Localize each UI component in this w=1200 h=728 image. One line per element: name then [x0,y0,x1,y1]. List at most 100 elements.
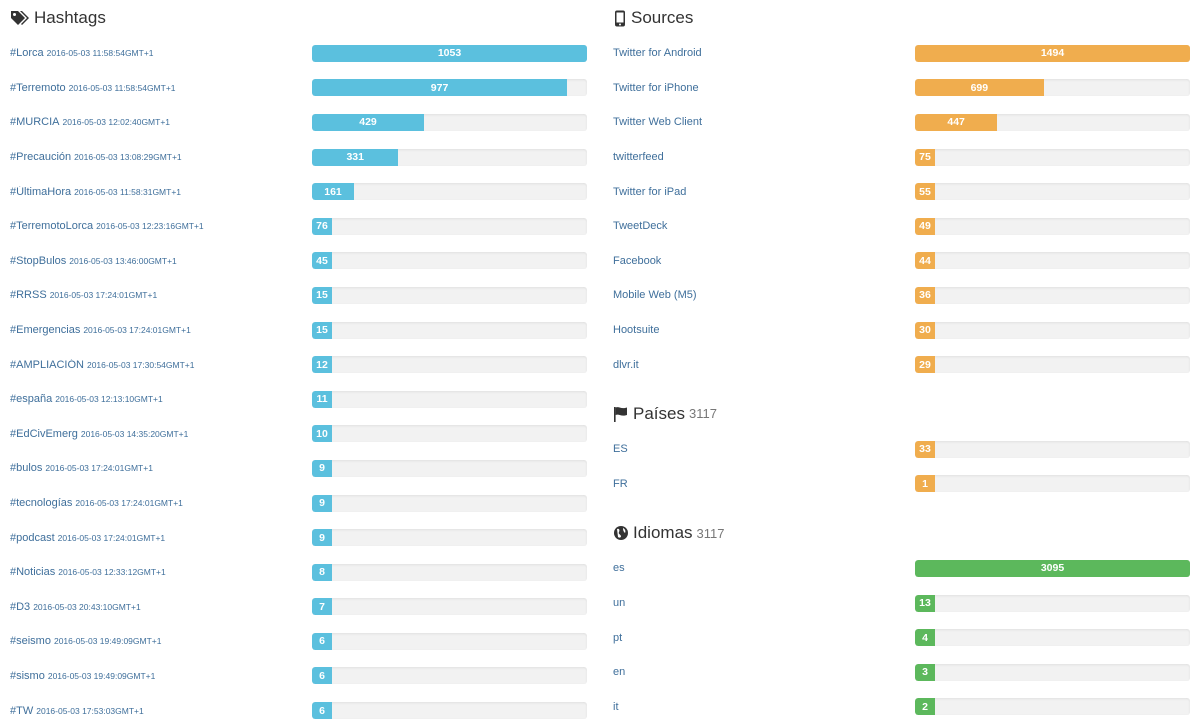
sources-label[interactable]: Mobile Web (M5) [613,289,915,301]
hashtags-label[interactable]: #podcast 2016-05-03 17:24:01GMT+1 [10,532,312,544]
hashtags-label[interactable]: #seismo 2016-05-03 19:49:09GMT+1 [10,635,312,647]
hashtags-name[interactable]: #Noticias [10,566,56,579]
hashtags-name[interactable]: #AMPLIACIÓN [10,358,84,371]
hashtags-label[interactable]: #TW 2016-05-03 17:53:03GMT+1 [10,705,312,717]
hashtags-name[interactable]: #seismo [10,635,51,648]
sources-name[interactable]: Twitter for iPhone [613,81,699,94]
idiomas-row: es 3095 [613,551,1190,586]
hashtags-name[interactable]: #StopBulos [10,254,67,267]
hashtags-label[interactable]: #españa 2016-05-03 12:13:10GMT+1 [10,393,312,405]
hashtags-name[interactable]: #ÚltimaHora [10,185,72,198]
sources-name[interactable]: Hootsuite [613,324,660,337]
hashtags-label[interactable]: #StopBulos 2016-05-03 13:46:00GMT+1 [10,255,312,267]
hashtags-label[interactable]: #Emergencias 2016-05-03 17:24:01GMT+1 [10,324,312,336]
hashtags-timestamp: 2016-05-03 17:24:01GMT+1 [75,498,183,509]
sources-label[interactable]: Twitter for iPhone [613,82,915,94]
hashtags-label[interactable]: #ÚltimaHora 2016-05-03 11:58:31GMT+1 [10,186,312,198]
progress-bar: 6 [312,667,587,685]
mobile-phone-icon [613,10,627,27]
hashtags-label[interactable]: #RRSS 2016-05-03 17:24:01GMT+1 [10,289,312,301]
idiomas-row: un 13 [613,586,1190,621]
hashtags-name[interactable]: #TerremotoLorca [10,220,94,233]
hashtags-name[interactable]: #MURCIA [10,116,60,129]
hashtags-name[interactable]: #Emergencias [10,324,81,337]
sources-name[interactable]: Mobile Web (M5) [613,289,697,302]
hashtags-name[interactable]: #TW [10,704,34,717]
hashtags-row: #españa 2016-05-03 12:13:10GMT+1 11 [10,382,588,417]
sources-name[interactable]: Facebook [613,254,662,267]
progress-fill: 30 [915,321,935,339]
idiomas-row: it 2 [613,690,1190,725]
hashtags-label[interactable]: #EdCivEmerg 2016-05-03 14:35:20GMT+1 [10,428,312,440]
sources-label[interactable]: dlvr.it [613,359,915,371]
hashtags-label[interactable]: #Precaución 2016-05-03 13:08:29GMT+1 [10,151,312,163]
paises-name[interactable]: ES [613,443,628,456]
hashtags-name[interactable]: #tecnologías [10,497,73,510]
stats-column: Sources Twitter for Android 1494 Twitter f… [613,0,1190,724]
hashtags-label[interactable]: #Terremoto 2016-05-03 11:58:54GMT+1 [10,82,312,94]
sources-row: Facebook 44 [613,244,1190,279]
progress-bar: 15 [312,321,587,339]
hashtags-label[interactable]: #D3 2016-05-03 20:43:10GMT+1 [10,601,312,613]
paises-label[interactable]: FR [613,478,915,490]
sources-label[interactable]: Twitter for Android [613,47,915,59]
idiomas-name[interactable]: en [613,666,626,679]
progress-bar: 1494 [915,44,1190,62]
hashtags-label[interactable]: #MURCIA 2016-05-03 12:02:40GMT+1 [10,116,312,128]
idiomas-name[interactable]: it [613,700,619,713]
hashtags-timestamp: 2016-05-03 13:46:00GMT+1 [69,255,177,266]
sources-name[interactable]: twitterfeed [613,151,664,164]
hashtags-name[interactable]: #españa [10,393,53,406]
progress-fill: 33 [915,440,935,458]
sources-row: Twitter for Android 1494 [613,36,1190,71]
hashtags-row: #Lorca 2016-05-03 11:58:54GMT+1 1053 [10,36,588,71]
hashtags-name[interactable]: #D3 [10,600,31,613]
hashtags-row: #sismo 2016-05-03 19:49:09GMT+1 6 [10,659,588,694]
sources-name[interactable]: Twitter for Android [613,47,702,60]
hashtags-row: #bulos 2016-05-03 17:24:01GMT+1 9 [10,451,588,486]
hashtags-timestamp: 2016-05-03 17:24:01GMT+1 [45,463,153,474]
sources-label[interactable]: Facebook [613,255,915,267]
sources-name[interactable]: TweetDeck [613,220,668,233]
hashtags-label[interactable]: #sismo 2016-05-03 19:49:09GMT+1 [10,670,312,682]
sources-label[interactable]: Hootsuite [613,324,915,336]
sources-label[interactable]: Twitter Web Client [613,116,915,128]
hashtags-label[interactable]: #Noticias 2016-05-03 12:33:12GMT+1 [10,566,312,578]
sources-title: Sources [631,8,694,27]
idiomas-label[interactable]: es [613,562,915,574]
sources-header: Sources [613,0,1190,36]
idiomas-name[interactable]: es [613,562,625,575]
sources-label[interactable]: Twitter for iPad [613,186,915,198]
paises-label[interactable]: ES [613,443,915,455]
hashtags-label[interactable]: #AMPLIACIÓN 2016-05-03 17:30:54GMT+1 [10,359,312,371]
progress-fill: 76 [312,217,332,235]
hashtags-label[interactable]: #tecnologías 2016-05-03 17:24:01GMT+1 [10,497,312,509]
hashtags-name[interactable]: #podcast [10,531,55,544]
hashtags-name[interactable]: #Terremoto [10,81,66,94]
hashtags-label[interactable]: #bulos 2016-05-03 17:24:01GMT+1 [10,462,312,474]
hashtags-name[interactable]: #RRSS [10,289,47,302]
progress-bar: 2 [915,698,1190,716]
hashtags-name[interactable]: #sismo [10,669,45,682]
sources-label[interactable]: twitterfeed [613,151,915,163]
idiomas-label[interactable]: it [613,701,915,713]
idiomas-label[interactable]: en [613,666,915,678]
idiomas-name[interactable]: un [613,597,626,610]
progress-fill: 29 [915,356,935,374]
paises-name[interactable]: FR [613,477,628,490]
sources-name[interactable]: dlvr.it [613,358,639,371]
sources-name[interactable]: Twitter Web Client [613,116,703,129]
sources-label[interactable]: TweetDeck [613,220,915,232]
hashtags-name[interactable]: #EdCivEmerg [10,427,78,440]
sources-name[interactable]: Twitter for iPad [613,185,687,198]
idiomas-label[interactable]: un [613,597,915,609]
idiomas-name[interactable]: pt [613,631,623,644]
hashtags-name[interactable]: #bulos [10,462,43,475]
hashtags-timestamp: 2016-05-03 17:53:03GMT+1 [36,705,144,716]
hashtags-label[interactable]: #TerremotoLorca 2016-05-03 12:23:16GMT+1 [10,220,312,232]
hashtags-label[interactable]: #Lorca 2016-05-03 11:58:54GMT+1 [10,47,312,59]
hashtags-name[interactable]: #Precaución [10,151,72,164]
hashtags-name[interactable]: #Lorca [10,47,44,60]
progress-bar: 9 [312,494,587,512]
idiomas-label[interactable]: pt [613,632,915,644]
